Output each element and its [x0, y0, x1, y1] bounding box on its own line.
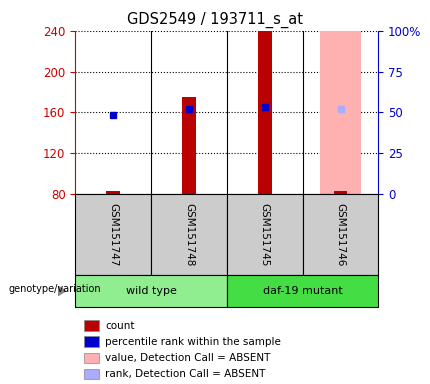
Text: GSM151748: GSM151748: [184, 202, 194, 266]
Bar: [182, 97, 196, 194]
Bar: [106, 191, 120, 194]
Text: GSM151745: GSM151745: [260, 202, 270, 266]
Text: GSM151746: GSM151746: [335, 202, 346, 266]
Text: wild type: wild type: [126, 286, 176, 296]
Text: percentile rank within the sample: percentile rank within the sample: [105, 337, 281, 347]
Text: count: count: [105, 321, 135, 331]
Text: GSM151747: GSM151747: [108, 202, 118, 266]
Bar: [334, 191, 347, 194]
Text: daf-19 mutant: daf-19 mutant: [263, 286, 342, 296]
Polygon shape: [58, 286, 65, 296]
Bar: [319, 31, 361, 194]
Text: genotype/variation: genotype/variation: [9, 284, 101, 294]
Text: rank, Detection Call = ABSENT: rank, Detection Call = ABSENT: [105, 369, 266, 379]
Text: GDS2549 / 193711_s_at: GDS2549 / 193711_s_at: [127, 12, 303, 28]
Text: value, Detection Call = ABSENT: value, Detection Call = ABSENT: [105, 353, 271, 363]
Bar: [258, 31, 271, 194]
